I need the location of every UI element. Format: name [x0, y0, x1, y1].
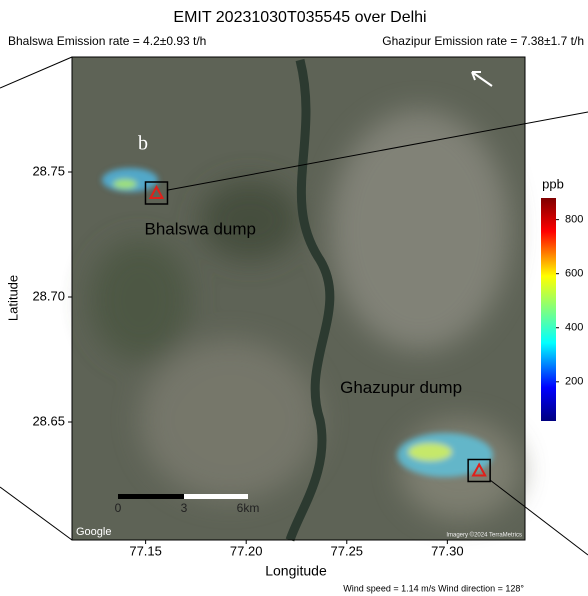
y-axis-label: Latitude [5, 275, 20, 321]
x-tick-label: 77.20 [230, 543, 263, 558]
credit: Imagery ©2024 TerraMetrics [446, 532, 522, 539]
x-tick-label: 77.30 [431, 543, 464, 558]
site-label: Bhalswa dump [144, 219, 256, 238]
y-tick-label: 28.65 [32, 413, 65, 428]
y-tick-label: 28.70 [32, 288, 65, 303]
colorbar-tick-label: 200 [565, 376, 583, 388]
colorbar [541, 198, 556, 421]
colorbar-label: ppb [542, 176, 564, 191]
title: EMIT 20231030T035545 over Delhi [173, 9, 426, 26]
scale-bar [118, 494, 248, 499]
subtitle: Bhalswa Emission rate = 4.2±0.93 t/h [8, 34, 206, 48]
site-label: Ghazupur dump [340, 378, 462, 397]
y-tick-label: 28.75 [32, 163, 65, 178]
x-tick-label: 77.15 [129, 543, 162, 558]
scale-label: 6km [237, 501, 260, 515]
panel-label: b [138, 133, 148, 155]
subtitle: Ghazipur Emission rate = 7.38±1.7 t/h [382, 34, 584, 48]
credit: Google [76, 526, 111, 538]
scale-label: 3 [181, 501, 188, 515]
figure: EMIT 20231030T035545 over Delhi Bhalswa … [0, 0, 588, 596]
footer: Wind speed = 1.14 m/s Wind direction = 1… [343, 583, 524, 593]
x-tick-label: 77.25 [331, 543, 364, 558]
colorbar-tick-label: 600 [565, 268, 583, 280]
scale-label: 0 [115, 501, 122, 515]
colorbar-tick-label: 800 [565, 214, 583, 226]
x-axis-label: Longitude [265, 563, 327, 579]
colorbar-tick-label: 400 [565, 322, 583, 334]
